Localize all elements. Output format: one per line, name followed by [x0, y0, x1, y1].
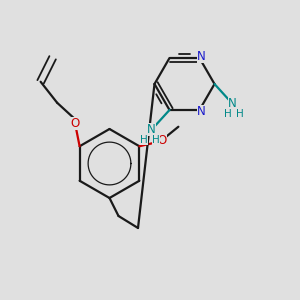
Text: H: H [224, 109, 232, 119]
Text: H: H [236, 109, 244, 119]
Text: O: O [157, 134, 167, 147]
Text: N: N [196, 50, 206, 63]
Text: N: N [228, 97, 237, 110]
Text: O: O [70, 117, 80, 130]
Text: N: N [196, 105, 206, 118]
Text: N: N [147, 123, 156, 136]
Text: H: H [140, 135, 148, 145]
Text: H: H [152, 135, 160, 145]
